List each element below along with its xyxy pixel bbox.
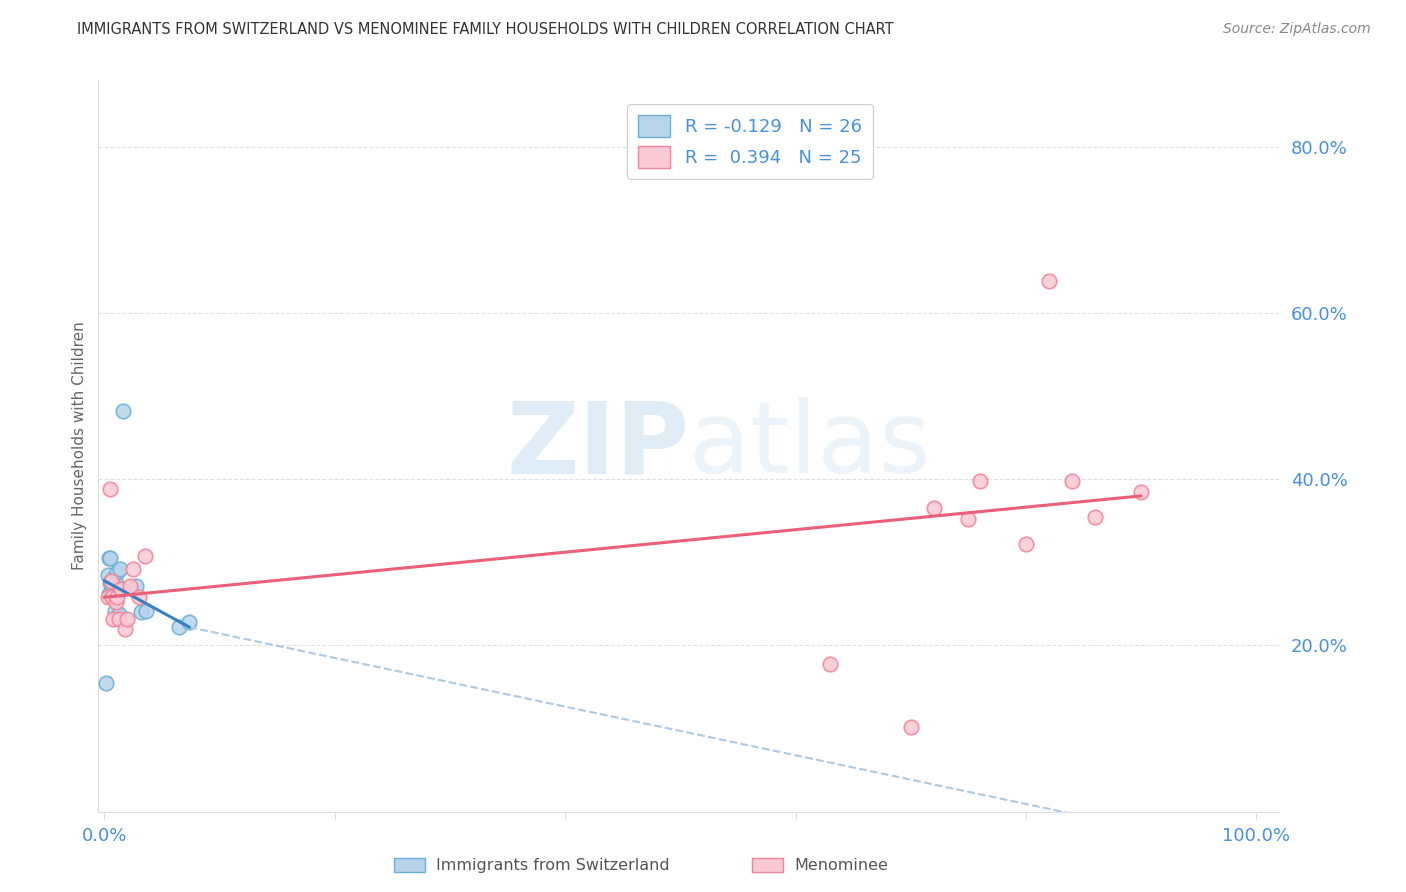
Point [98,551,121,566]
Point [134,549,156,563]
Point [97,567,120,582]
Point [108,612,131,626]
Point [115,612,138,626]
Point [103,572,125,586]
Point [107,582,129,596]
Point [922,501,945,516]
Point [167,620,190,634]
Point [103,612,125,626]
Point [128,591,150,605]
Point [97,591,120,605]
Point [100,574,122,588]
Point [101,582,124,596]
Point [100,587,122,601]
Point [1130,484,1153,499]
Point [957,512,980,526]
Point [103,591,125,605]
Point [103,579,125,593]
Text: Menominee: Menominee [794,858,889,872]
Point [105,591,128,605]
Point [969,474,991,488]
Text: ZIP: ZIP [506,398,689,494]
Text: atlas: atlas [689,398,931,494]
Point [1038,274,1060,288]
Point [100,574,122,588]
Point [103,587,125,601]
Point [1015,537,1038,551]
Point [101,591,124,605]
Point [103,603,125,617]
Point [118,579,141,593]
Point [108,607,131,621]
Point [104,595,127,609]
Point [122,562,145,576]
Point [111,404,134,418]
Point [97,587,120,601]
Point [114,622,136,636]
Y-axis label: Family Households with Children: Family Households with Children [72,322,87,570]
Point [900,720,922,734]
Point [179,615,201,630]
Text: Immigrants from Switzerland: Immigrants from Switzerland [436,858,669,872]
Point [104,576,127,591]
Point [105,566,128,580]
Point [818,657,841,671]
Point [98,576,121,591]
Point [135,603,157,617]
Point [110,582,132,596]
Point [1084,509,1107,524]
Point [1060,474,1083,488]
Point [97,551,120,566]
Point [110,562,132,576]
Point [98,482,121,496]
Point [129,605,152,619]
Legend: R = -0.129   N = 26, R =  0.394   N = 25: R = -0.129 N = 26, R = 0.394 N = 25 [627,104,873,178]
Text: Source: ZipAtlas.com: Source: ZipAtlas.com [1223,22,1371,37]
Point [101,591,124,605]
Text: IMMIGRANTS FROM SWITZERLAND VS MENOMINEE FAMILY HOUSEHOLDS WITH CHILDREN CORRELA: IMMIGRANTS FROM SWITZERLAND VS MENOMINEE… [77,22,894,37]
Point [125,579,148,593]
Point [96,676,118,690]
